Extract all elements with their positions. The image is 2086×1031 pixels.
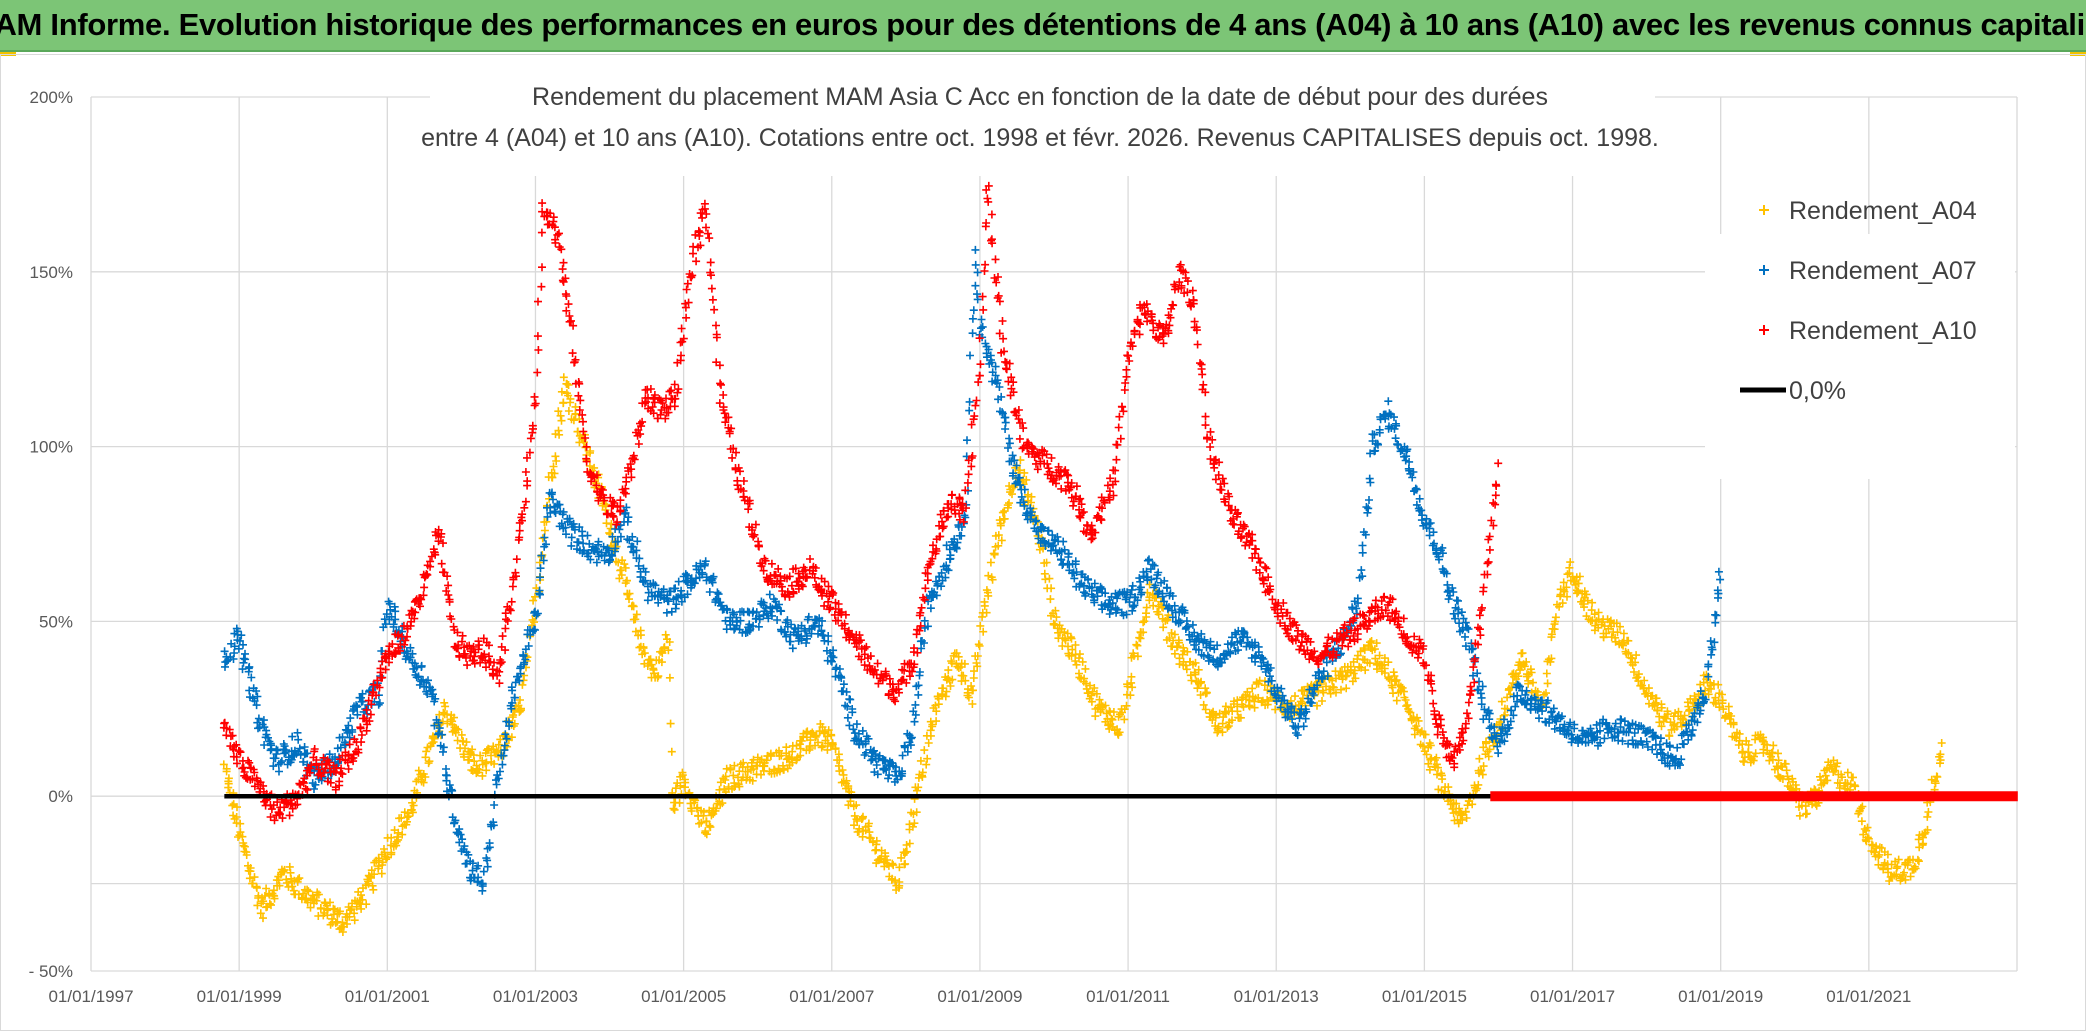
legend-item-0,0%: 0,0% — [1740, 377, 1846, 405]
y-tick-label: 100% — [30, 438, 73, 457]
legend-marker — [1759, 265, 1769, 275]
legend-label: Rendement_A07 — [1789, 257, 1977, 285]
chart-title-background — [430, 76, 1655, 176]
y-axis-tick-labels: 200% 150% 100% 50% 0% - 50% — [29, 88, 73, 981]
banner-title-bar: ADAM Informe. Evolution historique des p… — [0, 0, 2086, 52]
legend-label: 0,0% — [1789, 377, 1846, 405]
x-tick-label: 01/01/1999 — [197, 987, 282, 1006]
x-tick-label: 01/01/2005 — [641, 987, 726, 1006]
data-points — [219, 181, 1946, 936]
series-markers-Rendement_A04 — [219, 373, 1946, 936]
series-Rendement_A04 — [219, 373, 1946, 936]
legend-item-Rendement_A04: Rendement_A04 — [1759, 197, 1977, 225]
x-tick-label: 01/01/1997 — [48, 987, 133, 1006]
x-tick-label: 01/01/2017 — [1530, 987, 1615, 1006]
y-tick-label: 200% — [30, 88, 73, 107]
legend-label: Rendement_A10 — [1789, 317, 1977, 345]
legend-item-Rendement_A10: Rendement_A10 — [1759, 317, 1977, 345]
series-Rendement_A10 — [219, 181, 1503, 825]
chart-legend: Rendement_A04 Rendement_A07 Rendement_A10 0… — [1705, 197, 2015, 479]
performance-scatter-chart: 200%150%100%50%0%- 50% 01/01/1997 01/01/1… — [29, 76, 2018, 1006]
y-tick-label: 150% — [30, 263, 73, 282]
grid-lines — [90, 96, 2018, 972]
y-tick-label: 0% — [48, 787, 73, 806]
y-tick-label: - 50% — [29, 962, 73, 981]
legend-label: Rendement_A04 — [1789, 197, 1977, 225]
x-tick-label: 01/01/2007 — [789, 987, 874, 1006]
x-axis-tick-labels: 01/01/1997 01/01/1999 01/01/2001 01/01/2003… — [48, 987, 1911, 1006]
legend-background — [1705, 234, 2015, 479]
x-tick-label: 01/01/2015 — [1382, 987, 1467, 1006]
legend-marker — [1759, 325, 1769, 335]
x-tick-label: 01/01/2009 — [937, 987, 1022, 1006]
legend-item-Rendement_A07: Rendement_A07 — [1759, 257, 1977, 285]
banner-title: ADAM Informe. Evolution historique des p… — [0, 7, 2086, 42]
x-tick-label: 01/01/2013 — [1234, 987, 1319, 1006]
series-markers-Rendement_A07 — [220, 245, 1725, 895]
x-tick-label: 01/01/2019 — [1678, 987, 1763, 1006]
zero-lines — [224, 791, 2018, 802]
y-tick-label: 50% — [39, 612, 73, 631]
x-tick-label: 01/01/2001 — [345, 987, 430, 1006]
chart-title-line-2: entre 4 (A04) et 10 ans (A10). Cotations… — [421, 124, 1659, 152]
chart-title-line-1: Rendement du placement MAM Asia C Acc en… — [532, 83, 1548, 111]
x-tick-label: 01/01/2021 — [1826, 987, 1911, 1006]
x-tick-label: 01/01/2003 — [493, 987, 578, 1006]
zero-line-red-markers — [1490, 791, 2018, 802]
series-Rendement_A07 — [220, 245, 1725, 895]
series-markers-Rendement_A10 — [219, 181, 1503, 825]
legend-marker — [1759, 205, 1769, 215]
x-tick-label: 01/01/2011 — [1086, 987, 1170, 1006]
